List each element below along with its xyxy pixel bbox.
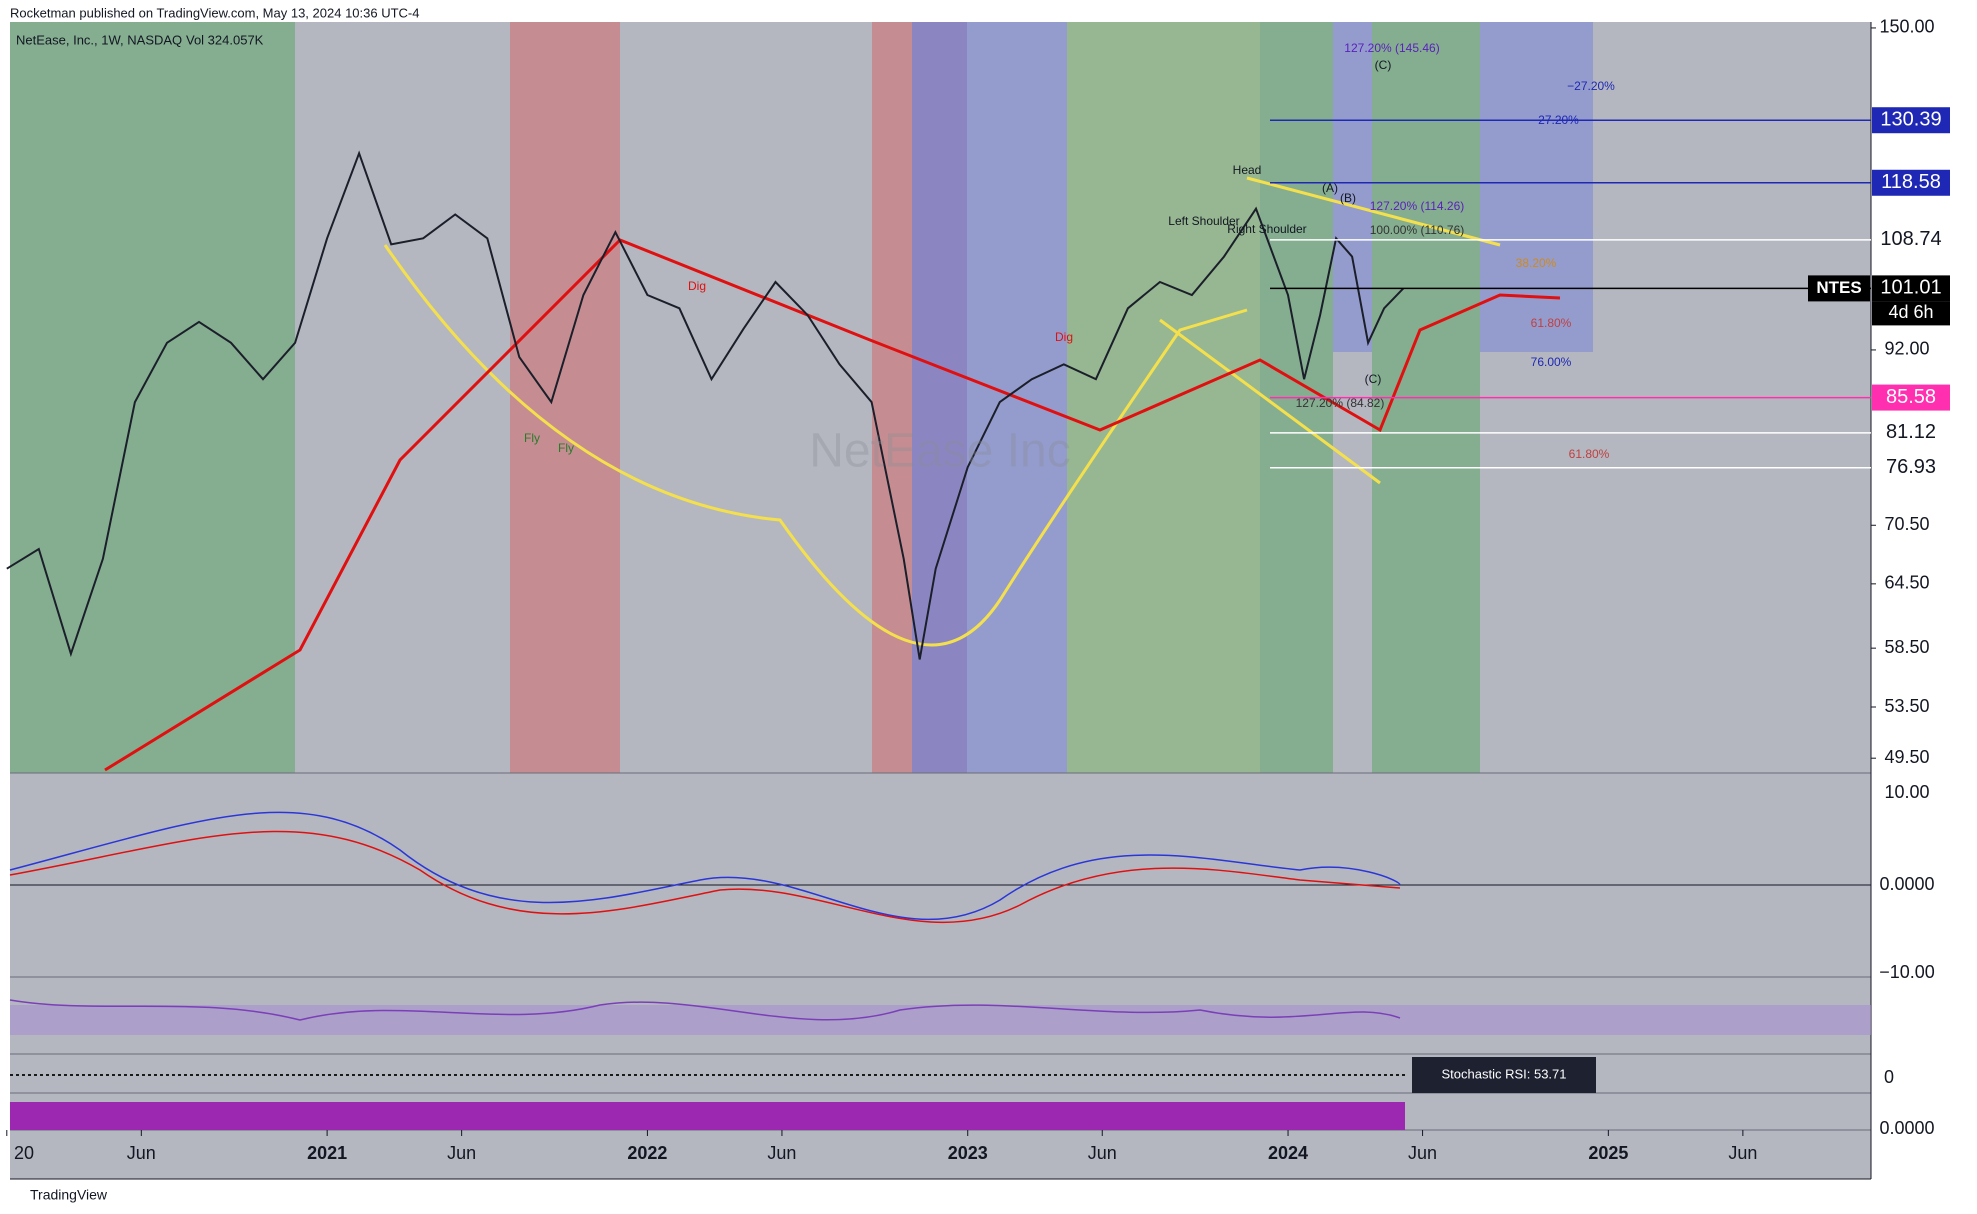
level-box [1872, 384, 1950, 411]
level-box [1872, 226, 1950, 253]
annotation: Dig [688, 279, 706, 293]
annotation: Right Shoulder [1227, 222, 1306, 236]
rsi-band [10, 1005, 1871, 1035]
x-tick-label: 2022 [627, 1143, 667, 1163]
annotation: Head [1233, 163, 1262, 177]
x-tick-label: Jun [1408, 1143, 1437, 1163]
band [912, 22, 967, 773]
level-label: 108.74 [1880, 228, 1941, 250]
price-line [6, 150, 1405, 660]
x-tick-label: 2025 [1588, 1143, 1628, 1163]
annotation: 127.20% (84.82) [1296, 396, 1385, 410]
y-tick-label: 64.50 [1884, 573, 1929, 593]
x-tick-label: 2024 [1268, 1143, 1308, 1163]
annotation: Left Shoulder [1168, 214, 1239, 228]
y-tick-label: 70.50 [1884, 514, 1929, 534]
annotation: 61.80% [1531, 316, 1572, 330]
annotation: 76.00% [1531, 355, 1572, 369]
stoch-label: Stochastic RSI: 53.71 [1441, 1066, 1566, 1081]
indicator-axis-label: −10.00 [1879, 962, 1935, 982]
footer: TradingView [30, 1187, 108, 1203]
band [510, 22, 620, 773]
x-tick-label: Jun [767, 1143, 796, 1163]
channel-line [104, 238, 1561, 772]
level-box [1872, 169, 1950, 196]
level-label: 130.39 [1880, 109, 1941, 131]
band [10, 22, 295, 773]
level-label: 118.58 [1881, 171, 1941, 193]
annotation: (C) [1375, 58, 1392, 72]
countdown-box [1872, 301, 1950, 326]
y-tick-label: 53.50 [1884, 696, 1929, 716]
y-tick-label: 49.50 [1884, 747, 1929, 767]
indicator-axis-label: 10.00 [1884, 782, 1929, 802]
x-tick-label: 20 [14, 1143, 34, 1163]
annotation: (C) [1365, 372, 1382, 386]
chart-title: NetEase, Inc., 1W, NASDAQ [16, 32, 182, 47]
annotation: (B) [1340, 191, 1356, 205]
x-tick-label: Jun [447, 1143, 476, 1163]
annotation: (A) [1322, 181, 1338, 195]
band [1067, 22, 1260, 773]
level-label: 101.01 [1880, 277, 1941, 299]
level-box [1872, 454, 1950, 481]
ticker-label: NTES [1816, 278, 1861, 297]
x-tick-label: 2023 [948, 1143, 988, 1163]
annotation: Dig [1055, 330, 1073, 344]
watermark: NetEase Inc [809, 425, 1070, 478]
y-tick-label: 150.00 [1879, 17, 1934, 37]
annotation: −27.20% [1531, 113, 1579, 127]
y-tick-label: 58.50 [1884, 637, 1929, 657]
volume-label: Vol 324.057K [186, 32, 264, 47]
stoch-label-box [1412, 1057, 1596, 1093]
rsi-line [9, 999, 1401, 1021]
annotation: 127.20% (145.46) [1344, 41, 1439, 55]
annotation: 61.80% [1569, 447, 1610, 461]
annotation: Fly [524, 431, 540, 445]
annotation: 127.20% (114.26) [1370, 199, 1465, 213]
macd-line [9, 811, 1401, 920]
signal-line [9, 830, 1401, 924]
x-tick-label: Jun [1088, 1143, 1117, 1163]
stoch-bars [10, 1102, 1405, 1130]
level-box [1872, 107, 1950, 134]
indicator-axis-label: 0.0000 [1879, 1118, 1934, 1138]
annotation: 38.20% [1516, 256, 1557, 270]
level-label: 85.58 [1886, 386, 1936, 408]
header: Rocketman published on TradingView.com, … [10, 5, 420, 20]
annotation: 100.00% (110.76) [1370, 223, 1465, 237]
level-label: 76.93 [1886, 456, 1936, 478]
x-tick-label: Jun [1728, 1143, 1757, 1163]
level-label: 81.12 [1886, 421, 1936, 443]
level-box [1872, 275, 1950, 302]
indicator-axis-label: 0 [1884, 1067, 1894, 1087]
level-box [1872, 419, 1950, 446]
x-tick-label: Jun [127, 1143, 156, 1163]
ticker-box [1808, 275, 1870, 302]
annotation: −27.20% [1567, 79, 1615, 93]
y-tick-label: 92.00 [1884, 339, 1929, 359]
trend-line [383, 176, 1501, 647]
x-tick-label: 2021 [307, 1143, 347, 1163]
countdown-label: 4d 6h [1888, 302, 1933, 322]
annotation: Fly [558, 441, 574, 455]
indicator-axis-label: 0.0000 [1879, 874, 1934, 894]
